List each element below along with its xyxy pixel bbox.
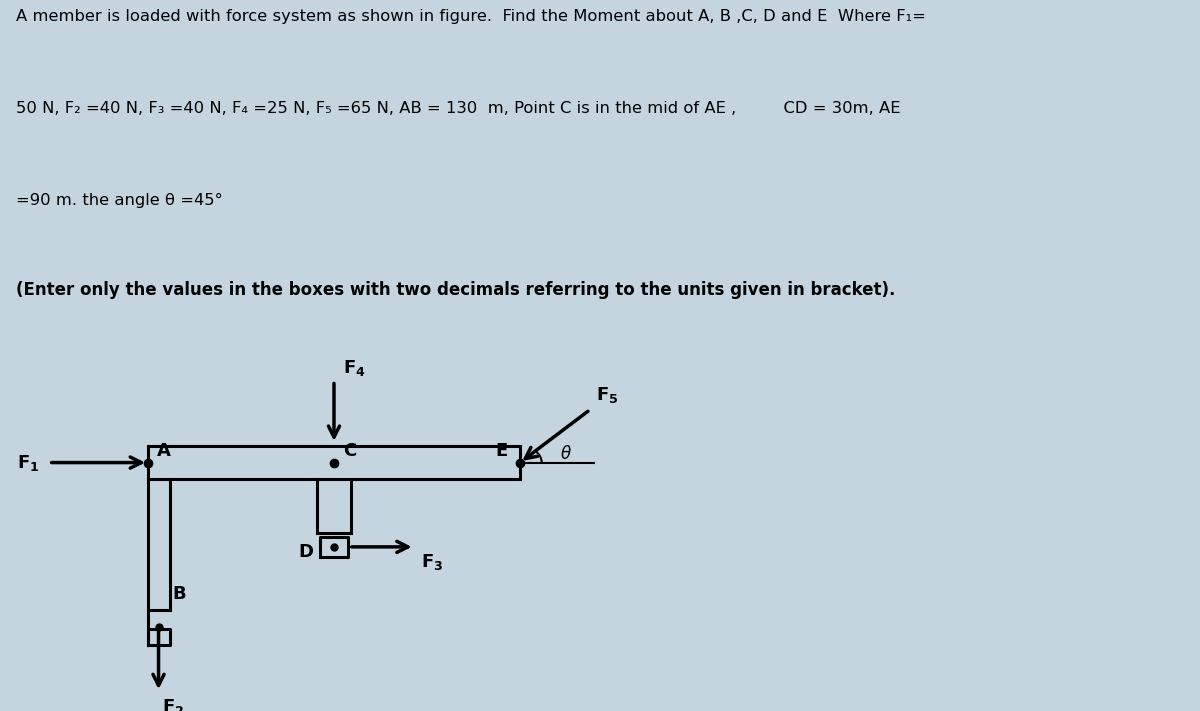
Text: $\mathbf{F_4}$: $\mathbf{F_4}$	[343, 358, 366, 378]
Text: C: C	[343, 442, 356, 460]
Text: A: A	[157, 442, 172, 460]
Text: $\mathbf{F_1}$: $\mathbf{F_1}$	[17, 453, 40, 473]
Text: 50 N, F₂ =40 N, F₃ =40 N, F₄ =25 N, F₅ =65 N, AB = 130  m, Point C is in the mid: 50 N, F₂ =40 N, F₃ =40 N, F₄ =25 N, F₅ =…	[16, 101, 900, 116]
Text: $\theta$: $\theta$	[560, 445, 572, 463]
Text: =90 m. the angle θ =45°: =90 m. the angle θ =45°	[16, 193, 222, 208]
Text: B: B	[173, 585, 186, 603]
Text: (Enter only the values in the boxes with two decimals referring to the units giv: (Enter only the values in the boxes with…	[16, 282, 895, 299]
Text: $\mathbf{F_2}$: $\mathbf{F_2}$	[162, 697, 184, 711]
Text: $\mathbf{F_5}$: $\mathbf{F_5}$	[596, 385, 619, 405]
Text: $\mathbf{F_3}$: $\mathbf{F_3}$	[421, 552, 443, 572]
Text: A member is loaded with force system as shown in figure.  Find the Moment about : A member is loaded with force system as …	[16, 9, 925, 24]
Text: D: D	[299, 542, 313, 560]
Text: E: E	[496, 442, 508, 460]
